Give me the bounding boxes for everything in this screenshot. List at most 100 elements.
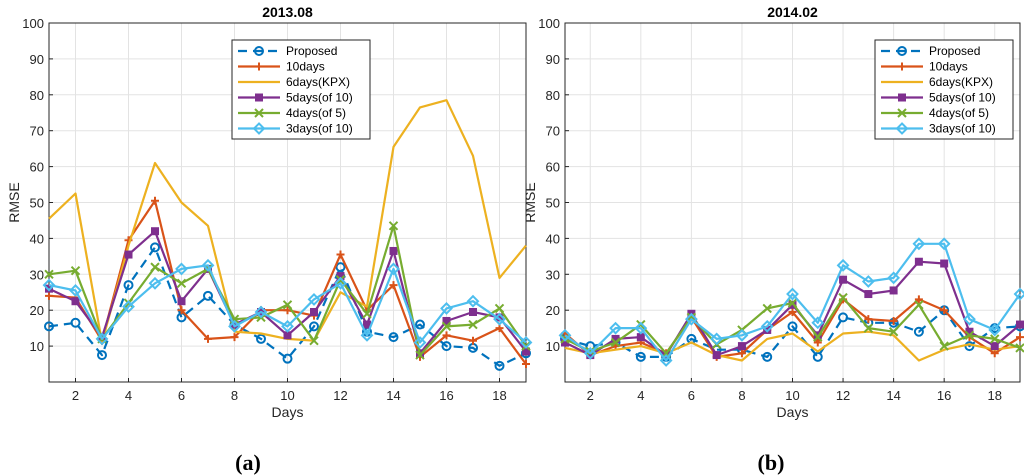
legend-entry: Proposed <box>286 44 337 58</box>
data-point <box>177 297 186 306</box>
chart-title: 2013.08 <box>262 4 313 20</box>
data-point <box>585 346 595 357</box>
x-axis-label: Days <box>272 404 304 420</box>
data-point <box>44 321 54 332</box>
data-point <box>1016 333 1024 342</box>
series-line-3days(of 10) <box>564 242 1021 362</box>
data-point <box>912 237 926 251</box>
data-point <box>914 257 923 266</box>
data-point <box>888 327 899 337</box>
data-point <box>583 346 597 360</box>
panel-label-b: (b) <box>758 450 785 475</box>
x-tick-label: 8 <box>231 388 238 403</box>
x-tick-label: 2 <box>587 388 594 403</box>
legend-entry: 6days(KPX) <box>286 75 350 89</box>
x-tick-label: 10 <box>280 388 294 403</box>
legend-entry: 4days(of 5) <box>929 106 989 120</box>
legend-marker <box>252 122 266 135</box>
data-point <box>864 290 873 299</box>
y-tick-label: 50 <box>30 196 44 211</box>
data-point <box>634 321 648 335</box>
data-point <box>684 312 698 326</box>
y-tick-label: 20 <box>546 303 560 318</box>
legend-marker <box>898 93 906 102</box>
y-tick-label: 30 <box>30 267 44 282</box>
legend-entry: Proposed <box>929 44 980 58</box>
data-point <box>334 276 347 290</box>
data-point <box>69 284 82 297</box>
data-point <box>442 316 451 325</box>
x-axis-label: Days <box>777 404 809 420</box>
chart-title: 2014.02 <box>767 4 818 20</box>
data-point <box>887 271 901 285</box>
y-axis-label: RMSE <box>6 182 22 222</box>
y-tick-label: 10 <box>30 339 44 354</box>
x-tick-label: 6 <box>178 388 185 403</box>
data-point <box>963 312 976 326</box>
data-point <box>204 334 212 343</box>
data-point <box>787 321 798 332</box>
data-point <box>415 319 425 330</box>
data-point <box>360 328 374 342</box>
y-tick-label: 30 <box>546 267 560 282</box>
data-point <box>42 278 56 292</box>
legend-entry: 4days(of 5) <box>286 106 346 120</box>
data-point <box>148 276 162 290</box>
data-point <box>441 341 452 352</box>
legend-entry: 5days(of 10) <box>929 91 996 105</box>
data-point <box>230 333 239 342</box>
y-tick-label: 10 <box>546 339 560 354</box>
data-point <box>494 360 505 371</box>
data-point <box>838 292 848 303</box>
data-point <box>150 242 160 253</box>
legend-marker <box>895 122 909 135</box>
data-point <box>1013 287 1024 301</box>
series-line-Proposed <box>48 246 527 367</box>
data-point <box>990 334 1000 344</box>
data-point <box>1015 343 1024 353</box>
y-tick-label: 60 <box>546 160 560 175</box>
data-point <box>493 312 506 326</box>
legend-entry: 5days(of 10) <box>286 91 353 105</box>
data-point <box>940 259 949 268</box>
data-point <box>70 317 81 328</box>
data-point <box>914 295 923 304</box>
data-point <box>309 336 319 346</box>
data-point <box>335 262 346 273</box>
legend-entry: 10days <box>286 60 325 74</box>
x-tick-label: 4 <box>637 388 644 403</box>
data-point <box>635 351 646 362</box>
data-point <box>441 321 452 332</box>
data-point <box>203 290 213 301</box>
data-point <box>469 336 477 345</box>
x-tick-label: 18 <box>492 388 506 403</box>
data-point <box>175 262 188 276</box>
data-point <box>389 246 398 255</box>
data-point <box>177 306 186 315</box>
legend-marker <box>254 108 264 118</box>
data-point <box>939 341 949 351</box>
y-tick-label: 40 <box>546 231 560 246</box>
data-point <box>735 328 749 342</box>
data-point <box>97 350 107 361</box>
legend-marker <box>897 108 907 118</box>
y-tick-label: 80 <box>30 88 44 103</box>
data-point <box>522 360 530 369</box>
x-tick-label: 12 <box>333 388 347 403</box>
legend-marker <box>255 93 263 102</box>
data-point <box>836 258 850 272</box>
legend-entry: 3days(of 10) <box>286 122 353 136</box>
data-point <box>362 309 372 319</box>
data-point <box>712 351 721 360</box>
data-point <box>864 315 873 324</box>
legend-marker <box>254 46 264 56</box>
legend-box <box>874 39 1014 140</box>
data-point <box>914 300 924 310</box>
x-tick-label: 12 <box>836 388 850 403</box>
data-point <box>45 291 53 300</box>
chart-1: 10 20 30 40 50 60 70 80 90 100 2 4 6 8 10 12 14 16 18 2013.… <box>6 4 533 420</box>
data-point <box>388 332 399 343</box>
data-point <box>440 301 453 315</box>
